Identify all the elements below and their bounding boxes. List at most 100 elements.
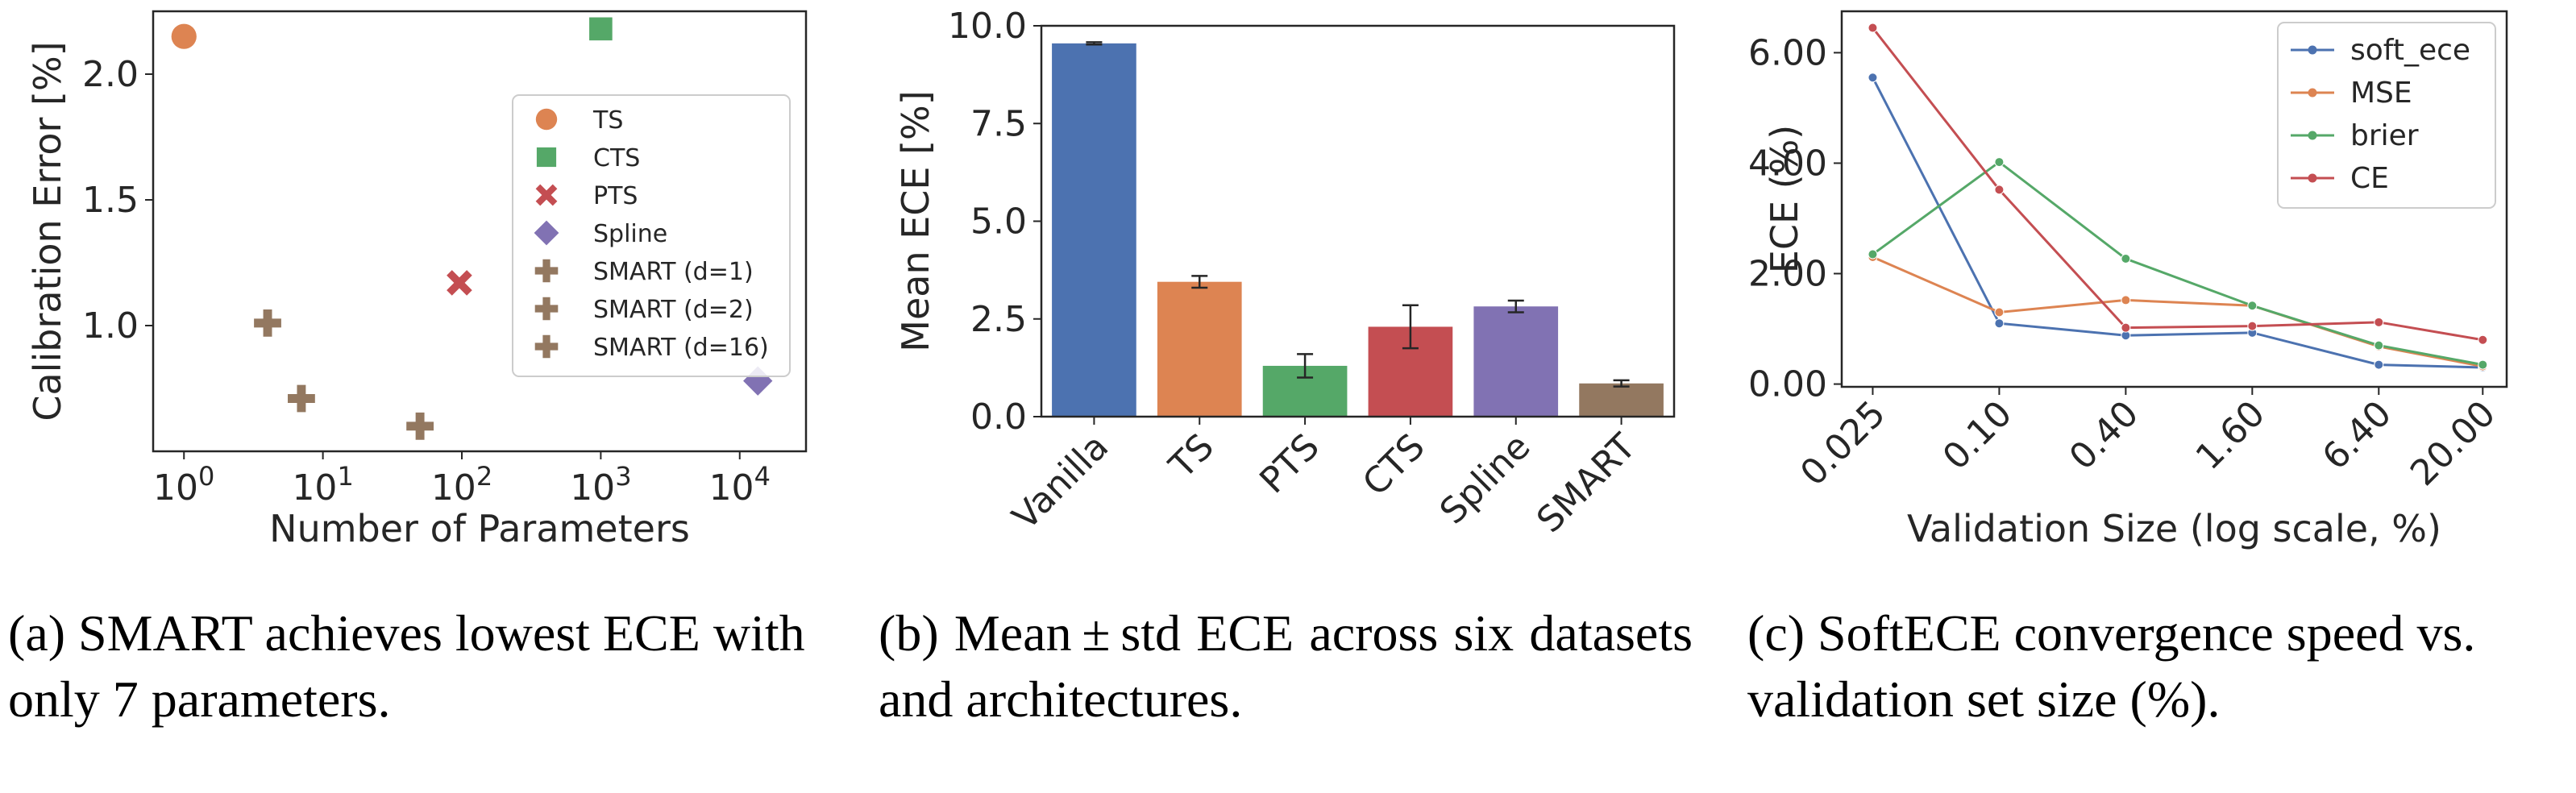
panel-c-xlabel: Validation Size (log scale, %) [1907, 507, 2441, 550]
caption-b: (b) Mean ± std ECE across six datasets a… [879, 604, 1693, 728]
panel-a-legend-label: CTS [593, 144, 640, 172]
panel-a-point [589, 17, 613, 41]
panel-a-xtick-label: 102 [431, 461, 492, 509]
panel-c-point [1994, 307, 2005, 318]
panel-b-ylabel: Mean ECE [%] [894, 90, 937, 351]
panel-a-xtick-label: 104 [709, 461, 771, 509]
panel-c-point [2478, 334, 2488, 345]
panel-c-point [1994, 157, 2005, 168]
panel-c-xtick-label: 1.60 [2188, 393, 2273, 478]
panel-a-legend-marker [535, 184, 558, 206]
panel-c-line [1872, 160, 2483, 367]
panel-a-ytick-label: 1.0 [82, 305, 139, 347]
panel-a-legend-marker [535, 108, 558, 131]
panel-c-point [1868, 73, 1878, 83]
panel-b-ytick-label: 5.0 [970, 201, 1027, 243]
panel-a-legend-marker [534, 259, 559, 283]
panel-c-legend-marker [2308, 131, 2317, 140]
panel-a-legend-label: Spline [593, 220, 667, 248]
panel-c-legend-label: MSE [2350, 77, 2412, 110]
panel-a-legend-label: TS [592, 106, 623, 135]
panel-a-legend-label: SMART (d=2) [593, 296, 754, 324]
panel-c-ylabel: ECE (%) [1763, 125, 1806, 273]
panel-a-legend-marker [536, 147, 557, 168]
panel-a-legend-box [512, 94, 791, 377]
panel-c-ytick-label: 6.00 [1748, 32, 1827, 73]
panel-c-legend-label: soft_ece [2350, 34, 2470, 67]
panel-c-point [2374, 359, 2384, 370]
panel-a-point [406, 412, 434, 440]
panel-a-legend-label: PTS [593, 182, 638, 210]
panel-c-legend-marker [2308, 45, 2317, 55]
panel-a-legend-marker [534, 334, 559, 359]
panel-a-frame [152, 10, 808, 453]
panel-a: 100 101 102 103 104 1.0 1.5 2.0 Number of Parame… [26, 10, 808, 550]
panel-a-legend-marker [534, 297, 559, 321]
panel-c-ytick-label: 0.00 [1748, 364, 1827, 405]
panel-c-point [2478, 359, 2488, 370]
panel-a-point [254, 309, 281, 337]
panel-b-xtick-label: PTS [1252, 426, 1327, 502]
panel-b-xtick-label: Vanilla [1004, 426, 1116, 538]
panel-c-line [1872, 255, 2483, 368]
panel-a-xtick-label: 101 [292, 461, 353, 509]
caption-a: (a) SMART achieves lowest ECE with only … [8, 604, 805, 728]
panel-b-bar [1579, 383, 1664, 417]
panel-c-frame [1840, 10, 2508, 388]
panel-c-legend-label: brier [2350, 119, 2419, 152]
panel-c-line [1872, 77, 2483, 369]
panel-a-legend-label: SMART (d=16) [593, 334, 769, 362]
panel-a-ytick-label: 1.5 [82, 180, 139, 221]
panel-a-xtick-label: 100 [153, 461, 214, 509]
panel-c-point [2374, 340, 2384, 351]
panel-b-xtick-label: Spline [1432, 426, 1539, 533]
panel-b-bar [1052, 43, 1136, 417]
panel-c-point [2121, 322, 2131, 333]
panel-c-line [1872, 27, 2483, 342]
panel-b-xtick-label: TS [1161, 426, 1223, 488]
panel-c-point [1994, 185, 2005, 195]
panel-c-point [2247, 321, 2258, 331]
panel-a-point [171, 23, 197, 49]
panel-b-ytick-label: 10.0 [948, 6, 1027, 47]
panel-c-legend-marker [2308, 88, 2317, 98]
panel-c-xtick-label: 0.10 [1935, 393, 2020, 478]
panel-a-ytick-label: 2.0 [82, 54, 139, 95]
panel-c-legend-marker [2308, 173, 2317, 183]
panel-b-ytick-label: 7.5 [970, 103, 1027, 144]
panel-c-point [2374, 317, 2384, 327]
panel-b-xtick-label: SMART [1529, 426, 1643, 541]
panel-c-point [2247, 301, 2258, 311]
panel-c-xtick-label: 0.40 [2062, 393, 2146, 478]
caption-c: (c) SoftECE convergence speed vs. valida… [1747, 604, 2476, 728]
panel-b-ytick-label: 2.5 [970, 299, 1027, 340]
panel-c-point [1994, 318, 2005, 329]
panel-a-point [288, 384, 315, 413]
panel-a-ylabel: Calibration Error [%] [26, 41, 69, 421]
panel-b-xtick-label: CTS [1355, 426, 1433, 504]
panel-a-xtick-label: 103 [570, 461, 631, 509]
panel-c-legend-label: CE [2350, 162, 2389, 195]
panel-a-point-stroke-2 [447, 270, 472, 296]
panel-c-point [2121, 295, 2131, 305]
panel-c-xtick-label: 6.40 [2315, 393, 2399, 478]
panel-c-point [2121, 254, 2131, 264]
panel-c-xtick-label: 0.025 [1793, 393, 1893, 494]
panel-c-point [1868, 23, 1878, 33]
panel-c-point [1868, 249, 1878, 259]
panel-b-bar [1473, 306, 1559, 417]
panel-c-legend-box [2277, 22, 2496, 209]
panel-c-xtick-label: 20.00 [2403, 393, 2503, 494]
panel-a-point [447, 270, 472, 296]
panel-a-legend-label: SMART (d=1) [593, 258, 754, 286]
panel-c-ytick-label: 4.00 [1748, 143, 1827, 184]
panel-b-bar [1157, 281, 1242, 417]
panel-c-ytick-label: 2.00 [1748, 254, 1827, 295]
panel-a-xlabel: Number of Parameters [269, 507, 690, 550]
panel-c: 0.025 0.10 0.40 1.60 6.40 20.00 0.00 2.00 4.00 6.… [1748, 10, 2508, 550]
panel-a-legend-marker-stroke-2 [535, 184, 558, 206]
panel-b-ytick-label: 0.0 [970, 396, 1027, 438]
panel-a-legend-marker [534, 220, 559, 246]
